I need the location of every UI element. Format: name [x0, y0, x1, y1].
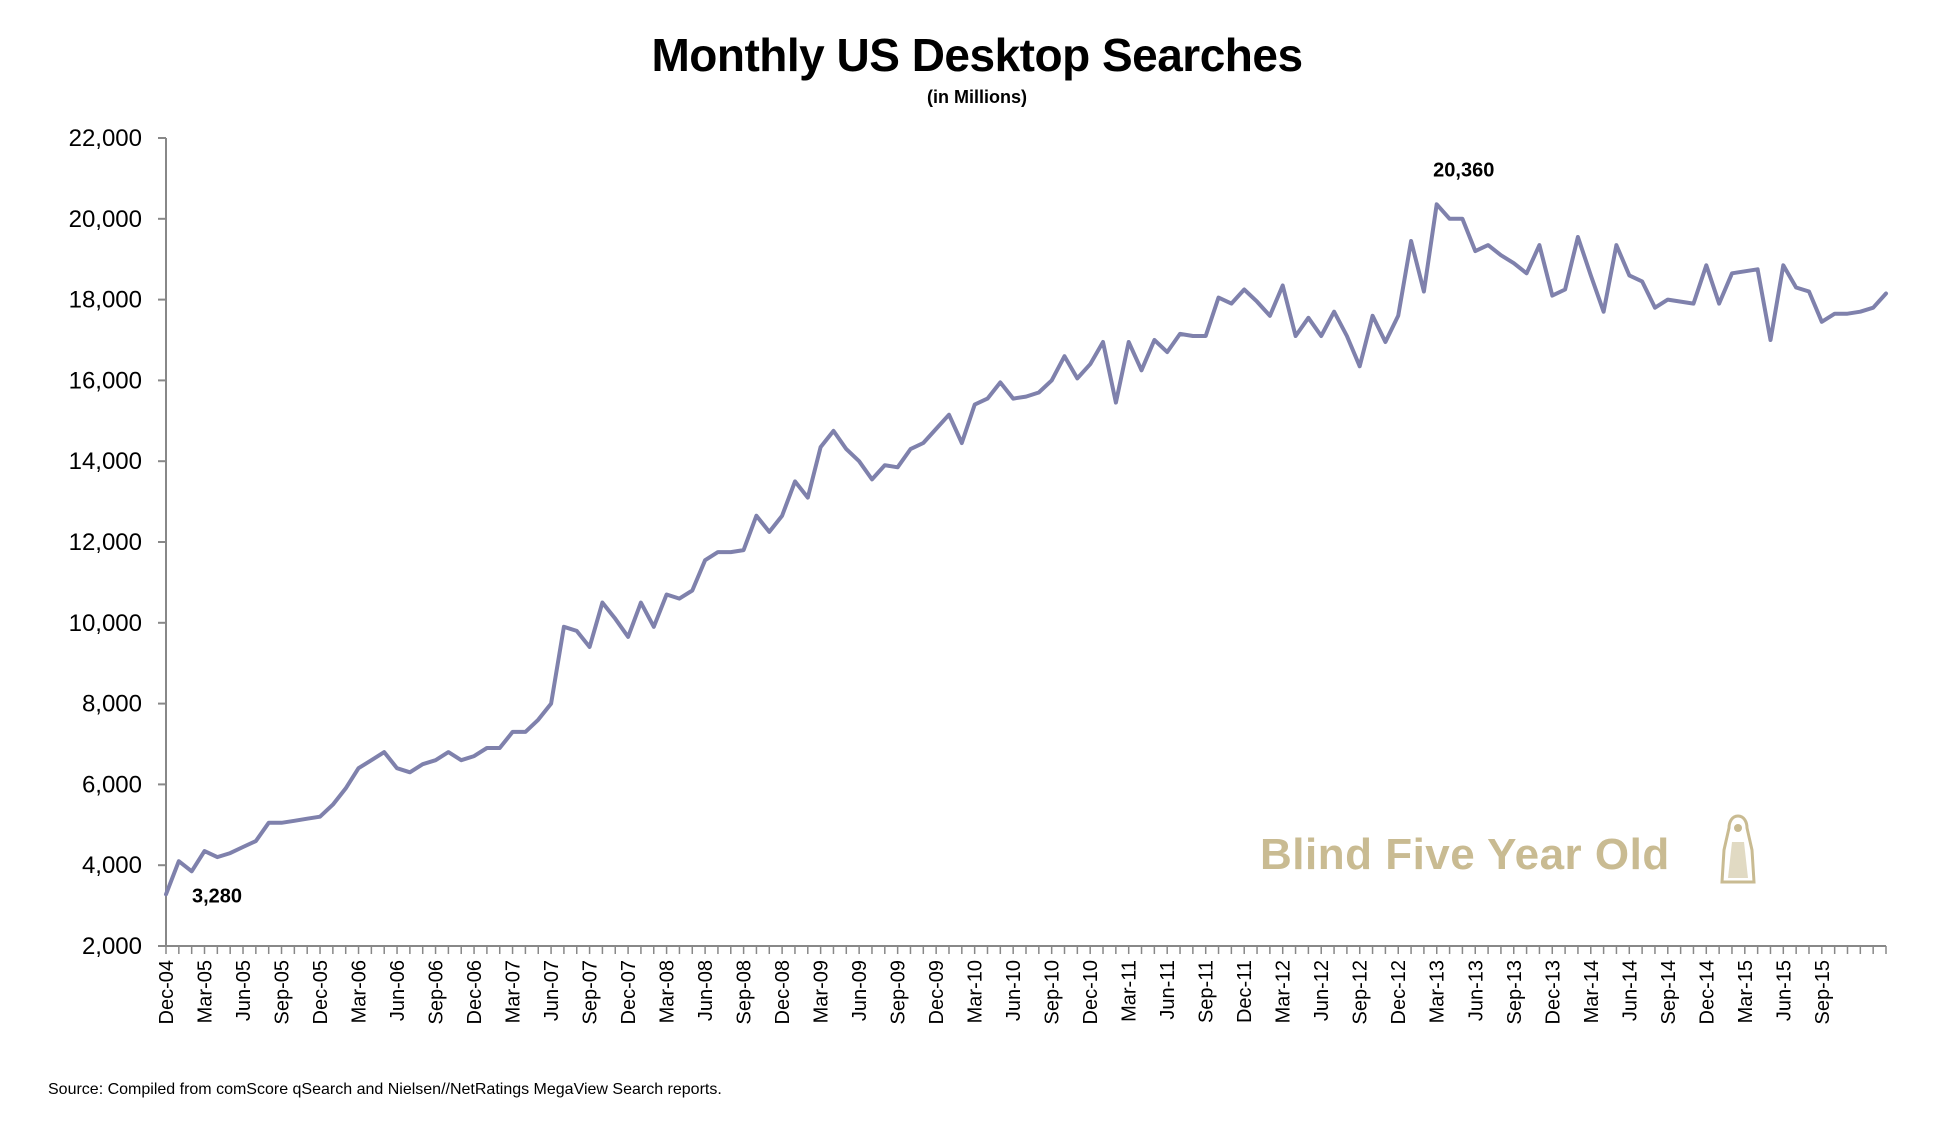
x-tick-label: Jun-11	[1157, 960, 1179, 1020]
series-group	[164, 202, 1888, 897]
x-tick-label: Mar-07	[503, 960, 525, 1023]
x-tick-label: Mar-15	[1735, 960, 1757, 1023]
chart-title: Monthly US Desktop Searches	[651, 29, 1303, 81]
y-tick-label: 22,000	[69, 125, 142, 152]
watermark-figure-icon	[1720, 814, 1756, 884]
x-tick-label: Mar-06	[349, 960, 371, 1023]
y-tick-label: 4,000	[82, 852, 142, 879]
x-tick-label: Dec-10	[1080, 960, 1102, 1024]
series-line	[164, 202, 1888, 897]
x-tick-label: Sep-08	[734, 960, 756, 1025]
x-tick-label: Dec-09	[926, 960, 948, 1024]
x-tick-label: Dec-12	[1388, 960, 1410, 1024]
x-tick-label: Jun-06	[387, 960, 409, 1021]
data-label-peak: 20,360	[1433, 159, 1494, 181]
x-tick-label: Mar-14	[1581, 960, 1603, 1023]
x-tick-label: Jun-15	[1773, 960, 1795, 1021]
x-tick-label: Sep-06	[426, 960, 448, 1025]
x-tick-label: Mar-05	[195, 960, 217, 1023]
x-tick-label: Jun-08	[695, 960, 717, 1021]
x-tick-label: Mar-08	[657, 960, 679, 1023]
x-tick-label: Sep-07	[580, 960, 602, 1025]
y-tick-label: 18,000	[69, 287, 142, 314]
x-tick-label: Sep-09	[888, 960, 910, 1025]
x-tick-label: Jun-05	[233, 960, 255, 1021]
x-tick-label: Dec-08	[772, 960, 794, 1024]
x-tick-label: Mar-09	[811, 960, 833, 1023]
watermark-logo-text: Blind Five Year Old	[1260, 830, 1670, 879]
y-tick-label: 12,000	[69, 529, 142, 556]
x-tick-label: Dec-13	[1542, 960, 1564, 1024]
x-tick-label: Jun-12	[1311, 960, 1333, 1021]
x-tick-label: Dec-07	[618, 960, 640, 1024]
x-tick-label: Mar-10	[965, 960, 987, 1023]
x-axis: Dec-04 Mar-05 Jun-05 Sep-05 Dec-05 Mar-06 Jun-…	[156, 945, 1887, 1025]
y-tick-label: 10,000	[69, 610, 142, 637]
x-tick-label: Jun-13	[1465, 960, 1487, 1021]
data-label-start: 3,280	[192, 885, 242, 907]
x-tick-label: Dec-11	[1234, 960, 1256, 1023]
x-tick-label: Jun-14	[1619, 960, 1641, 1021]
x-tick-label: Mar-13	[1427, 960, 1449, 1023]
x-tick-label: Jun-09	[849, 960, 871, 1021]
y-tick-label: 14,000	[69, 448, 142, 475]
x-tick-label: Sep-10	[1042, 960, 1064, 1025]
annotations: 3,280 20,360	[192, 159, 1494, 907]
x-tick-label: Dec-06	[464, 960, 486, 1024]
x-tick-label: Dec-14	[1696, 960, 1718, 1024]
y-tick-label: 20,000	[69, 206, 142, 233]
source-note: Source: Compiled from comScore qSearch a…	[48, 1081, 722, 1098]
x-tick-label: Sep-14	[1658, 960, 1680, 1025]
x-tick-label: Dec-05	[310, 960, 332, 1024]
chart-subtitle: (in Millions)	[927, 87, 1027, 107]
x-tick-label: Sep-13	[1504, 960, 1526, 1025]
x-tick-label: Sep-12	[1350, 960, 1372, 1025]
y-tick-label: 6,000	[82, 771, 142, 798]
x-tick-label: Dec-04	[156, 960, 178, 1024]
y-tick-label: 8,000	[82, 691, 142, 718]
y-tick-label: 16,000	[69, 367, 142, 394]
x-tick-label: Sep-11	[1196, 960, 1218, 1023]
y-tick-label: 2,000	[82, 933, 142, 960]
x-tick-label: Mar-11	[1119, 960, 1141, 1022]
x-tick-label: Sep-05	[272, 960, 294, 1025]
x-tick-label: Mar-12	[1273, 960, 1295, 1023]
x-tick-label: Jun-07	[541, 960, 563, 1021]
x-tick-label: Sep-15	[1812, 960, 1834, 1025]
x-tick-label: Jun-10	[1003, 960, 1025, 1021]
y-axis: 2,000 4,000 6,000 8,000 10,000 12,000 14,000 16…	[69, 125, 167, 960]
